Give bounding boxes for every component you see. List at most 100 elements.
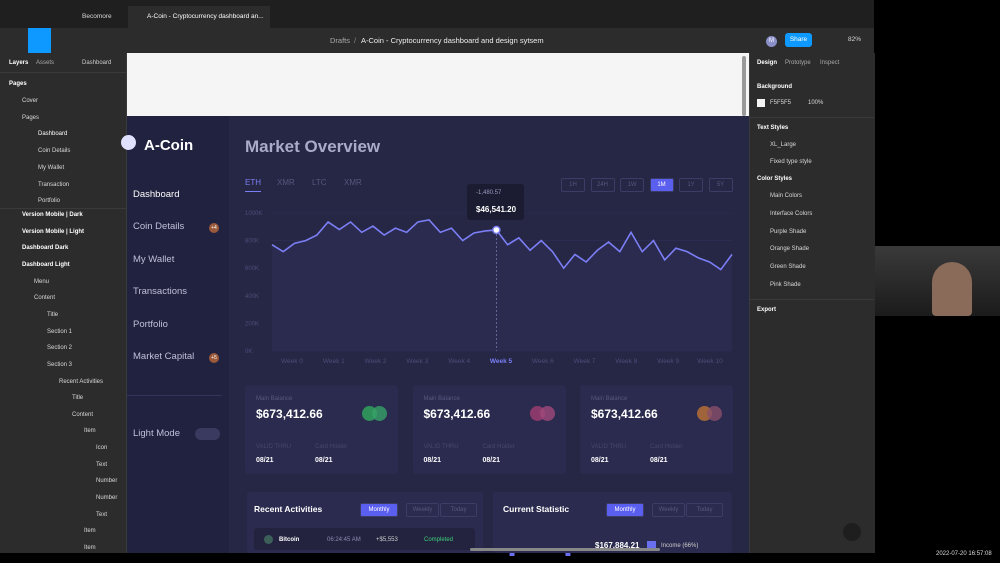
tab-underline (245, 191, 261, 192)
x-tick-label: Week 2 (364, 358, 387, 365)
card-value: 08/21 (650, 457, 668, 464)
activity-time: 06:24:45 AM (327, 537, 361, 543)
period-tab[interactable]: Today (440, 503, 477, 517)
coin-tab[interactable]: XMR (277, 178, 295, 187)
layer-item[interactable]: Dashboard Light (22, 261, 70, 268)
page-item[interactable]: Portfolio (38, 198, 61, 205)
page-item[interactable]: Transaction (38, 181, 70, 188)
style-item[interactable]: Pink Shade (770, 282, 801, 288)
range-button[interactable]: 1W (620, 178, 644, 192)
layer-item[interactable]: Item (84, 545, 96, 551)
coin-tab[interactable]: XMR (344, 178, 362, 187)
page-item[interactable]: Pages (22, 114, 40, 121)
activity-row (254, 528, 475, 550)
layer-item[interactable]: Content (72, 411, 94, 418)
layer-item[interactable]: Section 2 (47, 345, 73, 352)
layer-item[interactable]: Content (34, 295, 56, 302)
style-item[interactable]: Orange Shade (770, 246, 810, 253)
range-button[interactable]: 1H (561, 178, 585, 192)
period-tab[interactable]: Monthly (360, 503, 398, 517)
range-button[interactable]: 5Y (708, 178, 733, 192)
card-title: Main Balance (256, 396, 293, 402)
style-item[interactable]: Green Shade (770, 264, 806, 271)
coin-tab[interactable]: ETH (245, 178, 261, 187)
layer-item[interactable]: Version Mobile | Light (22, 228, 85, 235)
layer-item[interactable]: Version Mobile | Dark (22, 212, 83, 218)
style-item[interactable]: Interface Colors (770, 210, 813, 217)
card-value: 08/21 (256, 457, 274, 464)
panel-tab[interactable]: Layers (9, 60, 29, 66)
page-item[interactable]: Coin Details (38, 148, 71, 155)
layer-item[interactable]: Number (96, 495, 118, 502)
period-tab[interactable]: Monthly (606, 503, 644, 517)
coin-tab[interactable]: LTC (312, 178, 327, 187)
period-tab[interactable]: Weekly (652, 503, 685, 517)
card-amount: $673,412.66 (591, 407, 658, 421)
timestamp: 2022-07-20 16:57:08 (936, 551, 992, 557)
nav-item[interactable]: Portfolio (133, 319, 168, 330)
layer-item[interactable]: Text (96, 511, 108, 518)
range-button[interactable]: 1Y (679, 178, 703, 192)
file-name[interactable]: A-Coin - Cryptocurrency dashboard and de… (361, 36, 544, 45)
y-tick-label: 600K (245, 266, 259, 272)
card-label: Card Holder (650, 444, 683, 450)
x-tick-label: Week 3 (406, 358, 429, 365)
period-tab[interactable]: Weekly (406, 503, 439, 517)
panel-tab[interactable]: Design (757, 60, 778, 66)
share-button[interactable]: Share (785, 33, 812, 47)
tab-title[interactable]: Becomore (82, 13, 112, 20)
x-tick-label: Week 10 (697, 358, 723, 365)
range-button[interactable]: 24H (590, 178, 615, 192)
page-select[interactable]: Dashboard (82, 60, 112, 66)
range-button[interactable]: 1M (649, 178, 674, 192)
layer-item[interactable]: Section 1 (47, 328, 73, 335)
nav-item[interactable]: Dashboard (133, 189, 180, 200)
nav-item[interactable]: Transactions (133, 286, 188, 297)
style-item[interactable]: XL_Large (770, 142, 797, 148)
y-tick-label: 1000K (245, 211, 262, 217)
x-tick-label: Week 6 (531, 358, 554, 365)
active-tab[interactable] (128, 6, 270, 30)
page-item[interactable]: My Wallet (38, 164, 65, 171)
layer-item[interactable]: Section 3 (47, 361, 73, 368)
zoom[interactable]: 82% (848, 36, 862, 43)
style-item[interactable]: Purple Shade (770, 228, 807, 235)
style-item[interactable]: Main Colors (770, 193, 803, 199)
period-tab[interactable]: Today (686, 503, 723, 517)
help-button[interactable] (843, 523, 861, 541)
h-scrollbar (470, 548, 660, 551)
logo-icon (121, 135, 136, 150)
nav-item[interactable]: Coin Details (133, 221, 185, 232)
activity-amount: +$5,553 (376, 537, 398, 543)
panel-tab[interactable]: Prototype (785, 60, 811, 66)
layer-item[interactable]: Menu (34, 278, 50, 285)
layer-item[interactable]: Item (84, 528, 96, 535)
tab-title[interactable]: A-Coin - Cryptocurrency dashboard an... (147, 13, 264, 20)
layer-item[interactable]: Text (96, 461, 108, 468)
panel-tab[interactable]: Inspect (820, 60, 840, 66)
layer-item[interactable]: Number (96, 478, 118, 485)
card-label: VALID THRU (256, 444, 292, 450)
nav-item[interactable]: Market Capital (133, 351, 195, 362)
card-value: 08/21 (423, 457, 442, 464)
page-item[interactable]: Cover (22, 98, 39, 104)
layer-item[interactable]: Title (47, 311, 59, 318)
nav-item[interactable]: My Wallet (133, 254, 175, 265)
layer-item[interactable]: Item (84, 428, 96, 435)
breadcrumb: Drafts (330, 36, 351, 45)
y-tick-label: 400K (245, 294, 259, 300)
webcam-person (932, 262, 972, 316)
page-item[interactable]: Dashboard (38, 131, 68, 138)
toggle[interactable] (195, 428, 220, 440)
balance-card (245, 385, 398, 474)
style-item[interactable]: Fixed type style (770, 159, 812, 165)
layer-item[interactable]: Recent Activities (59, 378, 104, 385)
layer-item[interactable]: Icon (96, 445, 108, 452)
layer-item[interactable]: Title (72, 395, 84, 402)
move-tool[interactable] (28, 28, 51, 53)
right-panel (749, 53, 875, 553)
layer-item[interactable]: Dashboard Dark (22, 245, 69, 252)
panel-title: Recent Activities (254, 504, 323, 514)
panel-tab[interactable]: Assets (36, 60, 55, 66)
